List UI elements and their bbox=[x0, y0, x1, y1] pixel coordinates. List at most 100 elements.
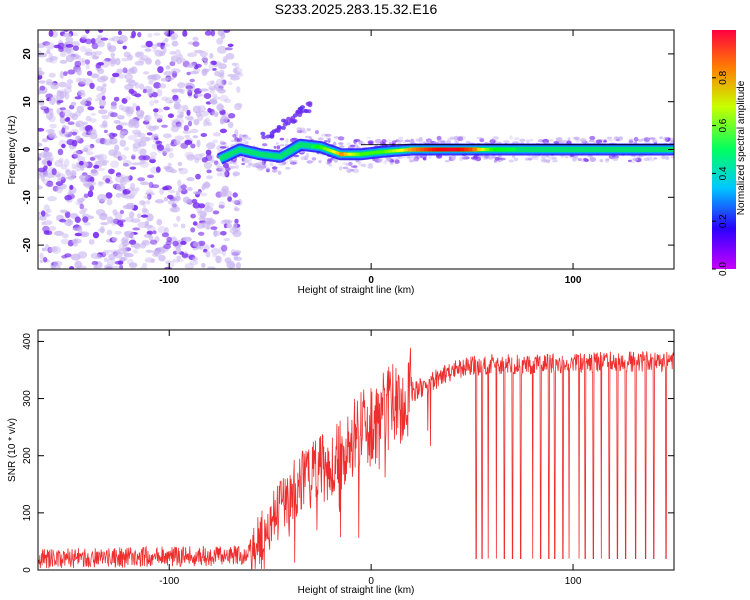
noise-blob bbox=[144, 48, 152, 52]
ridge-halo-blob bbox=[237, 137, 243, 142]
noise-blob bbox=[39, 85, 46, 91]
noise-blob bbox=[228, 262, 236, 269]
ridge-halo-blob bbox=[248, 162, 253, 166]
noise-blob bbox=[226, 223, 233, 229]
ridge-halo-blob bbox=[352, 168, 360, 174]
noise-blob bbox=[105, 192, 113, 199]
colorbar-ticks: 0.0 0.2 0.4 0.6 0.8 bbox=[712, 70, 729, 276]
noise-blob bbox=[66, 79, 74, 85]
colorbar-tick-label: 0.4 bbox=[718, 166, 729, 180]
noise-blob bbox=[230, 75, 240, 81]
noise-blob bbox=[43, 220, 53, 226]
ridge-halo-blob bbox=[652, 139, 658, 144]
noise-blob bbox=[212, 132, 222, 137]
noise-blob bbox=[220, 170, 228, 178]
noise-blob bbox=[38, 90, 48, 94]
noise-blob bbox=[42, 41, 51, 46]
noise-blob bbox=[113, 96, 120, 102]
noise-blob bbox=[98, 30, 104, 33]
noise-blob bbox=[102, 120, 108, 128]
noise-blob bbox=[111, 237, 118, 242]
noise-blob bbox=[156, 118, 163, 123]
noise-blob bbox=[190, 143, 196, 149]
noise-blob bbox=[121, 240, 130, 247]
noise-blob bbox=[50, 246, 58, 252]
noise-blob bbox=[57, 148, 64, 156]
ridge-halo-blob bbox=[377, 158, 383, 164]
noise-blob bbox=[83, 121, 88, 126]
noise-blob bbox=[140, 242, 147, 249]
noise-blob bbox=[84, 51, 93, 56]
noise-blob bbox=[154, 114, 164, 120]
noise-blob bbox=[223, 58, 228, 63]
noise-blob bbox=[201, 262, 206, 268]
noise-blob bbox=[108, 37, 115, 42]
noise-blob bbox=[137, 31, 142, 38]
noise-blob bbox=[146, 213, 154, 222]
noise-blob bbox=[212, 67, 217, 71]
noise-blob bbox=[64, 86, 72, 94]
noise-blob bbox=[223, 162, 229, 169]
noise-blob bbox=[118, 35, 128, 43]
ridge-halo-blob bbox=[339, 144, 345, 149]
noise-blob bbox=[184, 151, 195, 159]
noise-blob bbox=[96, 40, 105, 48]
noise-blob bbox=[222, 219, 231, 223]
ridge-halo-blob bbox=[328, 163, 333, 167]
noise-blob bbox=[167, 200, 175, 205]
ridge-halo-blob bbox=[396, 139, 404, 143]
noise-blob bbox=[62, 48, 71, 53]
ridge-halo-blob bbox=[285, 138, 289, 144]
noise-blob bbox=[94, 50, 103, 56]
noise-blob bbox=[39, 259, 44, 263]
noise-blob bbox=[122, 160, 132, 167]
ridge-halo-blob bbox=[381, 139, 387, 144]
noise-blob bbox=[116, 115, 125, 120]
noise-blob bbox=[82, 181, 92, 188]
noise-blob bbox=[65, 176, 75, 180]
streak-blob bbox=[303, 109, 309, 114]
noise-blob bbox=[103, 249, 113, 253]
noise-blob bbox=[181, 253, 189, 258]
noise-blob bbox=[170, 203, 177, 207]
noise-blob bbox=[186, 64, 195, 68]
noise-blob bbox=[66, 139, 75, 146]
noise-blob bbox=[144, 115, 150, 122]
ridge-halo-blob bbox=[670, 156, 674, 159]
noise-blob bbox=[92, 73, 100, 78]
noise-blob bbox=[90, 252, 101, 259]
noise-blob bbox=[122, 189, 131, 195]
noise-blob bbox=[87, 190, 94, 198]
noise-blob bbox=[228, 113, 236, 119]
noise-blob bbox=[38, 142, 43, 147]
noise-blob bbox=[65, 116, 71, 122]
noise-blob bbox=[137, 177, 146, 182]
ridge-halo-blob bbox=[663, 136, 669, 142]
noise-blob bbox=[189, 71, 199, 75]
noise-blob bbox=[134, 131, 142, 138]
ridge-halo-blob bbox=[359, 142, 366, 146]
ridge-halo-blob bbox=[542, 138, 550, 144]
noise-blob bbox=[59, 209, 68, 214]
ridge-halo-blob bbox=[346, 142, 351, 146]
noise-blob bbox=[233, 256, 243, 261]
noise-blob bbox=[123, 146, 130, 151]
noise-blob bbox=[111, 265, 120, 269]
noise-blob bbox=[232, 67, 238, 73]
noise-blob bbox=[59, 111, 65, 118]
noise-blob bbox=[47, 128, 56, 134]
noise-blob bbox=[167, 113, 174, 118]
noise-blob bbox=[97, 194, 107, 202]
noise-blob bbox=[131, 155, 136, 160]
noise-blob bbox=[119, 139, 127, 147]
noise-blob bbox=[205, 149, 212, 156]
noise-blob bbox=[153, 108, 159, 113]
ridge-halo-blob bbox=[276, 145, 281, 150]
ridge-halo-blob bbox=[358, 140, 364, 143]
noise-blob bbox=[204, 202, 215, 208]
noise-blob bbox=[182, 236, 192, 242]
ridge-halo-blob bbox=[627, 159, 632, 163]
noise-blob bbox=[93, 264, 98, 269]
noise-blob bbox=[223, 30, 231, 33]
